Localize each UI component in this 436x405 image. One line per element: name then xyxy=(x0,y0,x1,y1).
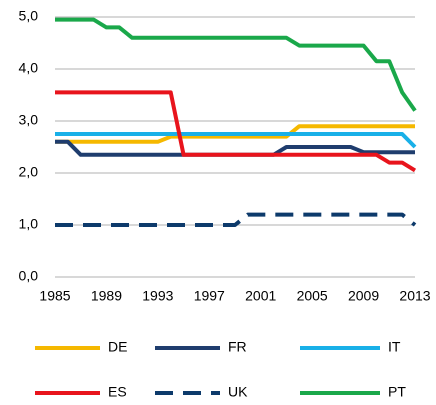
y-tick-label: 1,0 xyxy=(19,216,39,232)
legend-label: IT xyxy=(388,339,401,355)
series-line xyxy=(55,124,415,144)
y-tick-label: 2,0 xyxy=(19,164,39,180)
x-tick-label: 2001 xyxy=(245,288,276,304)
y-tick-label: 3,0 xyxy=(19,112,39,128)
x-tick-label: 1997 xyxy=(194,288,225,304)
x-tick-label: 1993 xyxy=(142,288,173,304)
x-tick-label: 1985 xyxy=(39,288,70,304)
series-line xyxy=(55,17,417,112)
legend-label: UK xyxy=(228,384,248,400)
legend-label: FR xyxy=(228,339,247,355)
x-tick-label: 1989 xyxy=(91,288,122,304)
x-tick-label: 2005 xyxy=(297,288,328,304)
series-line xyxy=(55,132,417,149)
legend-label: PT xyxy=(388,384,406,400)
series-line xyxy=(55,90,417,173)
legend-label: ES xyxy=(108,384,127,400)
y-tick-label: 0,0 xyxy=(19,268,39,284)
y-tick-label: 5,0 xyxy=(19,8,39,24)
legend-label: DE xyxy=(108,339,127,355)
y-tick-label: 4,0 xyxy=(19,60,39,76)
x-tick-label: 2009 xyxy=(348,288,379,304)
x-tick-label: 2013 xyxy=(399,288,430,304)
series-line xyxy=(55,212,417,227)
